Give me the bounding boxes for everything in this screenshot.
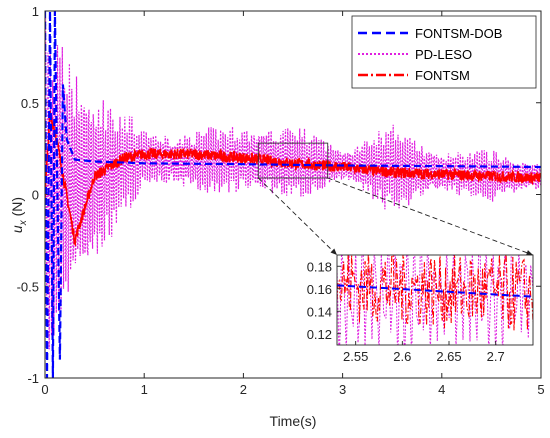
y-tick-label: 0 bbox=[32, 188, 39, 203]
inset-y-tick-label: 0.14 bbox=[307, 304, 332, 319]
inset-x-tick-label: 2.55 bbox=[343, 349, 368, 364]
x-tick-label: 3 bbox=[339, 382, 346, 397]
zoom-arrow-right bbox=[327, 177, 534, 256]
x-axis-label: Time(s) bbox=[270, 413, 317, 429]
inset-y-tick-label: 0.16 bbox=[307, 282, 332, 297]
inset-series-fontsm bbox=[337, 255, 533, 331]
zoom-arrow-left bbox=[257, 177, 338, 256]
y-tick-label: 0.5 bbox=[21, 96, 39, 111]
x-tick-label: 4 bbox=[438, 382, 445, 397]
x-tick-labels: 0 1 2 3 4 5 bbox=[41, 382, 544, 397]
legend: FONTSM-DOB PD-LESO FONTSM bbox=[351, 15, 537, 89]
legend-label-fontsm: FONTSM bbox=[415, 68, 470, 83]
y-tick-label: -1 bbox=[27, 371, 39, 386]
inset-frame bbox=[336, 254, 534, 346]
legend-label-fontsm-dob: FONTSM-DOB bbox=[415, 26, 502, 41]
inset-series bbox=[337, 255, 533, 345]
zoom-arrow-left-head bbox=[330, 248, 337, 255]
zoom-region bbox=[257, 142, 329, 179]
legend-label-pd-leso: PD-LESO bbox=[415, 47, 472, 62]
plot-frame bbox=[44, 10, 542, 379]
inset-x-tick-label: 2.6 bbox=[393, 349, 411, 364]
x-tick-label: 1 bbox=[141, 382, 148, 397]
zoom-arrow-right-head bbox=[526, 250, 533, 256]
series-layer bbox=[45, 11, 541, 378]
y-tick-label: -0.5 bbox=[17, 279, 39, 294]
inset-y-tick-label: 0.18 bbox=[307, 259, 332, 274]
inset-y-tick-label: 0.12 bbox=[307, 327, 332, 342]
x-tick-label: 0 bbox=[41, 382, 48, 397]
x-tick-label: 5 bbox=[537, 382, 544, 397]
series-fontsm-dob bbox=[45, 11, 541, 378]
zoom-box bbox=[257, 142, 534, 256]
inset-x-tick-label: 2.65 bbox=[436, 349, 461, 364]
inset-x-tick-label: 2.7 bbox=[487, 349, 505, 364]
inset-series-pd-leso bbox=[337, 255, 533, 345]
y-axis-label: ux (N) bbox=[9, 197, 29, 233]
y-tick-labels: -1 -0.5 0 0.5 1 bbox=[17, 4, 39, 386]
inset-chart: 2.55 2.6 2.65 2.7 0.18 0.16 0.14 0.12 bbox=[307, 254, 534, 364]
y-tick-label: 1 bbox=[32, 4, 39, 19]
x-tick-label: 2 bbox=[240, 382, 247, 397]
